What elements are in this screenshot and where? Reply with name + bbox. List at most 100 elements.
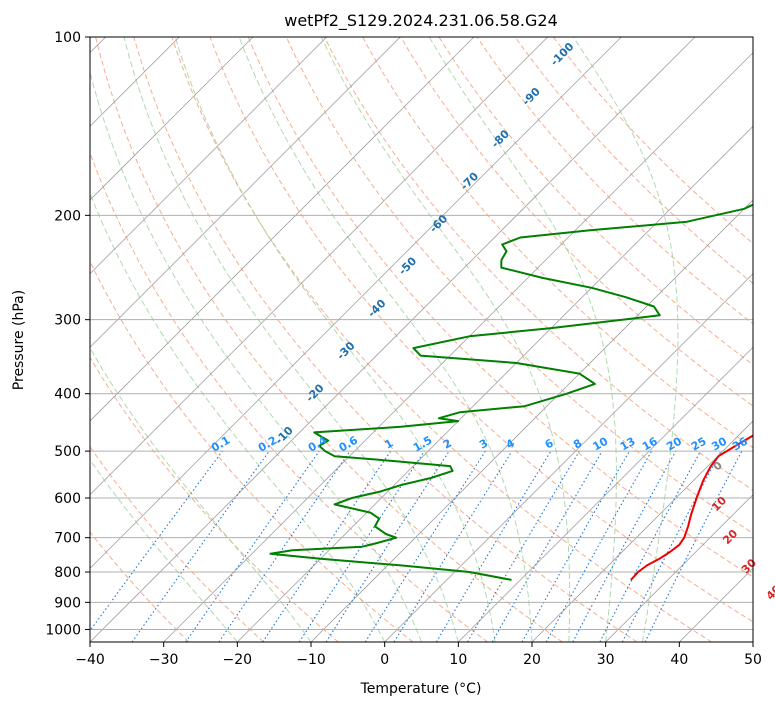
dry-adiabat (95, 37, 563, 642)
chart-title: wetPf2_S129.2024.231.06.58.G24 (284, 11, 558, 31)
mixing-ratio-label: 6 (543, 436, 556, 451)
y-tick-label: 100 (54, 30, 81, 46)
background-lines (90, 37, 753, 642)
moist-adiabat (90, 459, 238, 642)
mixing-ratio-line (131, 450, 270, 642)
dry-adiabat-label: -30 (334, 339, 357, 362)
isotherm-line (90, 37, 622, 569)
moist-adiabat (238, 37, 533, 642)
isotherm-line (310, 199, 753, 642)
isotherm-line (163, 52, 753, 642)
moist-adiabat-label: 0 (710, 458, 725, 473)
y-tick-label: 1000 (45, 622, 81, 638)
isotherm-line (90, 37, 475, 422)
isotherm-line (531, 420, 753, 642)
isotherm-line (90, 37, 401, 348)
contour-labels: 0.1 0.2 0.4 0.6 1 1.5 2 3 4 6 8 10 13 16 20 25 30 36-100-… (209, 40, 775, 603)
isotherm-line (90, 37, 696, 642)
x-tick-label: 10 (449, 652, 467, 668)
mixing-ratio-line (545, 450, 653, 642)
dry-adiabat (171, 37, 712, 642)
dry-adiabat (438, 37, 753, 366)
dry-adiabat (514, 37, 753, 285)
mixing-ratio-line (218, 450, 351, 642)
y-tick-label: 200 (54, 208, 81, 224)
dry-adiabat-label: -50 (396, 254, 419, 277)
mixing-ratio-line (599, 450, 701, 642)
mixing-ratio-label: 4 (504, 436, 517, 451)
mixing-ratio-label: 3 (477, 437, 490, 452)
moist-adiabat (174, 37, 496, 642)
mixing-ratio-line (621, 450, 722, 642)
isotherm-line (605, 494, 753, 642)
moist-adiabat-label: 40 (764, 582, 775, 602)
dry-adiabat (209, 37, 753, 623)
moist-adiabat (90, 192, 386, 642)
moist-adiabat-label: 10 (709, 494, 729, 514)
dry-adiabat-label: -40 (365, 297, 388, 320)
moist-adiabat (123, 37, 459, 642)
dry-adiabat (90, 531, 190, 642)
x-tick-label: −10 (296, 652, 326, 668)
dry-adiabat (90, 356, 339, 642)
moist-adiabat-label: 20 (720, 527, 740, 547)
isotherm-line (90, 37, 327, 275)
dry-adiabat-label: -90 (520, 85, 543, 108)
x-tick-label: −30 (149, 652, 179, 668)
dry-adiabat (400, 37, 753, 407)
mixing-ratio-line (644, 450, 743, 642)
isotherm-line (458, 346, 753, 642)
x-tick-label: −40 (75, 652, 105, 668)
y-tick-label: 800 (54, 565, 81, 581)
moist-adiabat (572, 37, 679, 642)
mixing-ratio-line (393, 450, 513, 642)
mixing-ratio-line (185, 450, 320, 642)
profile-series (269, 203, 753, 581)
dry-adiabat (133, 37, 638, 642)
dry-adiabat (247, 37, 753, 578)
y-tick-label: 300 (54, 313, 81, 329)
mixing-ratio-line (262, 450, 392, 642)
mixing-ratio-line (298, 450, 425, 642)
x-tick-label: 30 (597, 652, 615, 668)
temperature-profile-line (630, 434, 753, 581)
dry-adiabat (362, 37, 753, 449)
x-tick-label: −20 (223, 652, 253, 668)
y-tick-label: 700 (54, 531, 81, 547)
dry-adiabat (324, 37, 753, 491)
moist-adiabat (320, 37, 571, 642)
mixing-ratio-label: 2 (441, 437, 454, 452)
moist-adiabat-label: 30 (739, 556, 759, 576)
mixing-ratio-line (572, 450, 677, 642)
mixing-ratio-line (521, 450, 630, 642)
dry-adiabat-label: -70 (458, 170, 481, 193)
x-tick-label: 50 (744, 652, 762, 668)
y-axis-ticks: 100 200 300 400 500 600 700 800 900 1000 (45, 30, 90, 638)
mixing-ratio-line (467, 450, 580, 642)
isotherm-line (752, 641, 753, 642)
mixing-ratio-line (435, 450, 552, 642)
y-tick-label: 400 (54, 387, 81, 403)
x-tick-label: 40 (670, 652, 688, 668)
y-axis-label: Pressure (hPa) (11, 290, 27, 390)
dry-adiabat (552, 37, 753, 244)
moist-adiabat (90, 70, 422, 642)
dry-adiabat (90, 151, 488, 642)
isotherm-line (384, 273, 753, 642)
moist-adiabat (428, 37, 617, 642)
x-axis-ticks: −40 −30 −20 −10 0 10 20 30 40 50 (75, 642, 762, 668)
dewpoint-profile-line (269, 203, 753, 581)
y-tick-label: 600 (54, 491, 81, 507)
pressure-gridlines (90, 37, 753, 630)
plot-frame (89, 36, 754, 643)
isotherm-line (90, 37, 254, 201)
x-tick-label: 0 (380, 652, 389, 668)
mixing-ratio-label: 1 (382, 437, 395, 452)
isotherm-line (237, 125, 753, 642)
y-tick-label: 900 (54, 595, 81, 611)
dry-adiabat (90, 445, 264, 642)
moist-adiabat (90, 347, 312, 642)
dry-adiabat-label: -80 (489, 127, 512, 150)
